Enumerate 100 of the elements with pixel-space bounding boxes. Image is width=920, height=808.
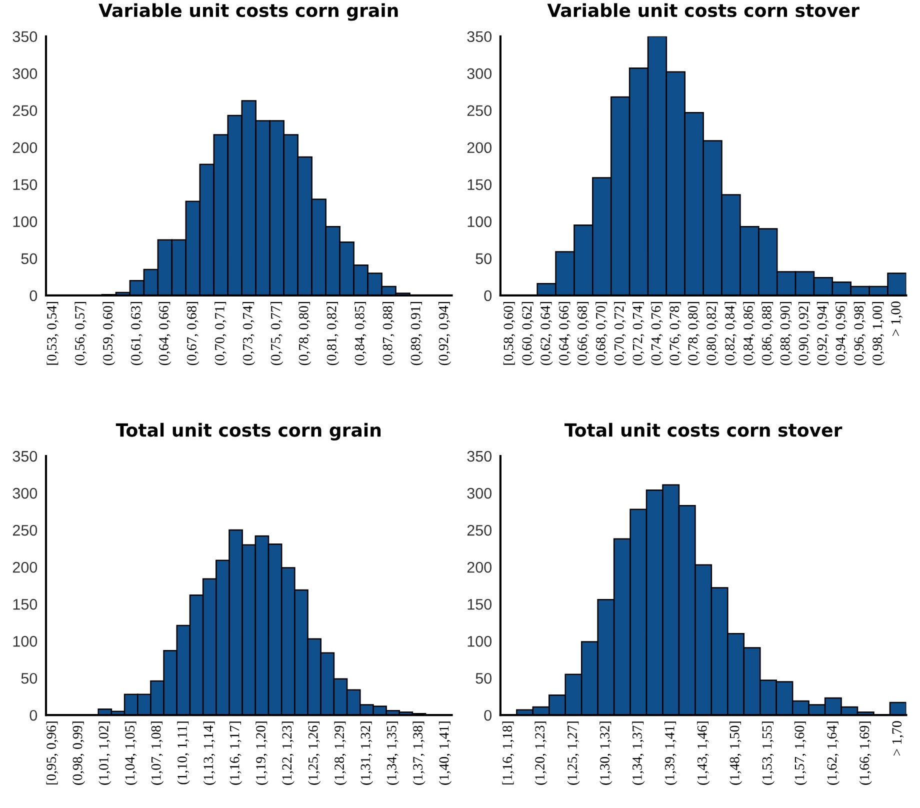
x-tick-label: (0,67, 0,68] xyxy=(186,302,200,366)
x-tick-label: (1,25, 1,27] xyxy=(567,722,580,785)
x-tick-label: (1,37, 1,38] xyxy=(412,722,426,785)
x-tick-label: [1,16, 1,18] xyxy=(502,722,514,784)
y-tick-label: 50 xyxy=(21,672,38,684)
y-tick-label: 0 xyxy=(484,710,492,721)
y-tick-label: 300 xyxy=(467,68,492,80)
x-tick-label: (0,84, 0,85] xyxy=(354,302,368,366)
chart-title: Variable unit costs corn grain xyxy=(98,3,398,21)
x-tick-label: (0,75, 0,77] xyxy=(270,302,284,366)
y-tick-label: 0 xyxy=(484,290,492,302)
y-tick-label: 250 xyxy=(12,105,38,116)
y-tick-label: 50 xyxy=(21,253,38,264)
y-tick-label: 250 xyxy=(467,524,492,536)
x-tick-label: [0,53, 0,54] xyxy=(46,302,58,365)
x-tick-label: (1,04, 1,05] xyxy=(124,722,138,785)
y-tick-label: 300 xyxy=(467,488,492,499)
y-tick-label: 200 xyxy=(12,562,38,573)
y-tick-label: 200 xyxy=(12,142,38,154)
y-tick-label: 250 xyxy=(467,105,492,116)
x-tick-label: (1,07, 1,08] xyxy=(150,722,164,785)
x-tick-label: (0,89, 0,91] xyxy=(410,302,424,366)
chart-title: Variable unit costs corn stover xyxy=(547,3,860,18)
y-tick-label: 200 xyxy=(467,142,492,154)
y-tick-label: 200 xyxy=(467,562,492,573)
x-tick-label: > 1,00 xyxy=(891,302,902,336)
x-tick-label: (1,10, 1,11] xyxy=(177,722,190,784)
x-tick-label: (0,60, 0,62] xyxy=(522,302,534,366)
y-tick-label: 50 xyxy=(476,253,492,264)
x-tick-label: (1,31, 1,32] xyxy=(360,722,373,785)
x-tick-label: (1,62, 1,64] xyxy=(826,722,840,785)
x-tick-label: (0,96, 0,98] xyxy=(854,302,866,366)
x-tick-label: [0,95, 0,96] xyxy=(46,722,58,784)
x-tick-label: (1,40, 1,41] xyxy=(438,722,452,785)
x-tick-label: (0,98, 1,00] xyxy=(872,302,885,366)
x-tick-label: (1,01, 1,02] xyxy=(98,722,112,785)
x-tick-label: (0,64, 0,66] xyxy=(558,302,572,366)
x-tick-label: (0,64, 0,66] xyxy=(158,302,172,366)
y-tick-label: 150 xyxy=(13,598,38,610)
x-tick-label: (0,80, 0,82] xyxy=(706,302,719,366)
y-tick-label: 300 xyxy=(12,68,38,80)
x-tick-label: (0,88, 0,90] xyxy=(780,302,793,366)
y-tick-label: 0 xyxy=(30,710,38,721)
x-tick-label: (1,22, 1,23] xyxy=(282,722,294,785)
x-tick-label: (0,90, 0,92] xyxy=(798,302,812,366)
y-tick-label: 100 xyxy=(13,636,38,647)
y-tick-label: 100 xyxy=(13,216,38,228)
x-tick-label: (0,66, 0,68] xyxy=(577,302,590,366)
x-tick-label: (0,84, 0,86] xyxy=(743,302,756,366)
y-tick-label: 300 xyxy=(12,488,38,499)
x-tick-label: (0,59, 0,60] xyxy=(102,302,116,366)
x-tick-label: (0,98, 0,99] xyxy=(72,722,86,785)
x-tick-label: (0,92, 0,94] xyxy=(816,302,830,366)
x-tick-label: (0,68, 0,70] xyxy=(596,302,608,366)
y-tick-label: 250 xyxy=(12,524,38,536)
x-tick-label: (0,78, 0,80] xyxy=(688,302,700,366)
x-tick-label: [0,58, 0,60] xyxy=(503,302,516,365)
y-tick-label: 150 xyxy=(468,598,492,610)
x-tick-label: (0,56, 0,57] xyxy=(74,302,88,366)
x-tick-label: (1,39, 1,41] xyxy=(664,722,678,785)
x-tick-label: (1,34, 1,35] xyxy=(386,722,400,785)
x-tick-label: (0,92, 0,94] xyxy=(438,302,452,366)
y-tick-label: 150 xyxy=(468,179,492,190)
x-tick-label: (0,72, 0,74] xyxy=(632,302,646,366)
y-tick-label: 350 xyxy=(12,450,38,462)
x-tick-label: (0,86, 0,88] xyxy=(762,302,774,366)
x-tick-label: (0,73, 0,74] xyxy=(242,302,256,366)
x-tick-label: (0,74, 0,76] xyxy=(650,302,664,366)
y-tick-label: 350 xyxy=(467,31,492,42)
x-tick-label: (0,61, 0,63] xyxy=(130,302,144,366)
x-tick-label: (0,94, 0,96] xyxy=(835,302,848,366)
x-tick-label: (1,16, 1,17] xyxy=(229,722,242,785)
x-tick-label: (0,87, 0,88] xyxy=(382,302,396,366)
x-tick-label: (1,30, 1,32] xyxy=(600,722,612,785)
x-tick-label: (1,19, 1,20] xyxy=(256,722,268,785)
x-tick-label: (1,34, 1,37] xyxy=(632,722,645,785)
x-tick-label: (0,70, 0,71] xyxy=(214,302,228,366)
x-tick-label: (1,57, 1,60] xyxy=(794,722,807,785)
y-tick-label: 100 xyxy=(468,216,492,228)
y-tick-label: 150 xyxy=(13,179,38,190)
x-tick-label: (0,70, 0,72] xyxy=(614,302,627,366)
y-tick-label: 100 xyxy=(468,636,492,647)
x-tick-label: (1,66, 1,69] xyxy=(859,722,872,785)
x-tick-label: (1,20, 1,23] xyxy=(534,722,548,785)
x-tick-label: (1,53, 1,55] xyxy=(762,722,775,785)
x-tick-label: (1,25, 1,26] xyxy=(308,722,321,785)
y-tick-label: 0 xyxy=(30,290,38,302)
x-tick-label: (0,76, 0,78] xyxy=(669,302,682,366)
x-tick-label: (0,82, 0,84] xyxy=(724,302,738,366)
x-tick-label: (1,13, 1,14] xyxy=(203,722,216,785)
x-tick-label: (0,62, 0,64] xyxy=(540,302,553,366)
x-tick-label: (1,48, 1,50] xyxy=(729,722,742,785)
y-tick-label: 350 xyxy=(12,31,38,42)
chart-title: Total unit costs corn grain xyxy=(116,422,381,440)
x-tick-label: > 1,70 xyxy=(892,721,904,756)
x-tick-label: (0,81, 0,82] xyxy=(326,302,340,366)
y-tick-label: 50 xyxy=(476,672,492,684)
chart-title: Total unit costs corn stover xyxy=(564,422,842,437)
y-tick-label: 350 xyxy=(467,450,492,462)
x-tick-label: (1,28, 1,29] xyxy=(334,722,347,785)
